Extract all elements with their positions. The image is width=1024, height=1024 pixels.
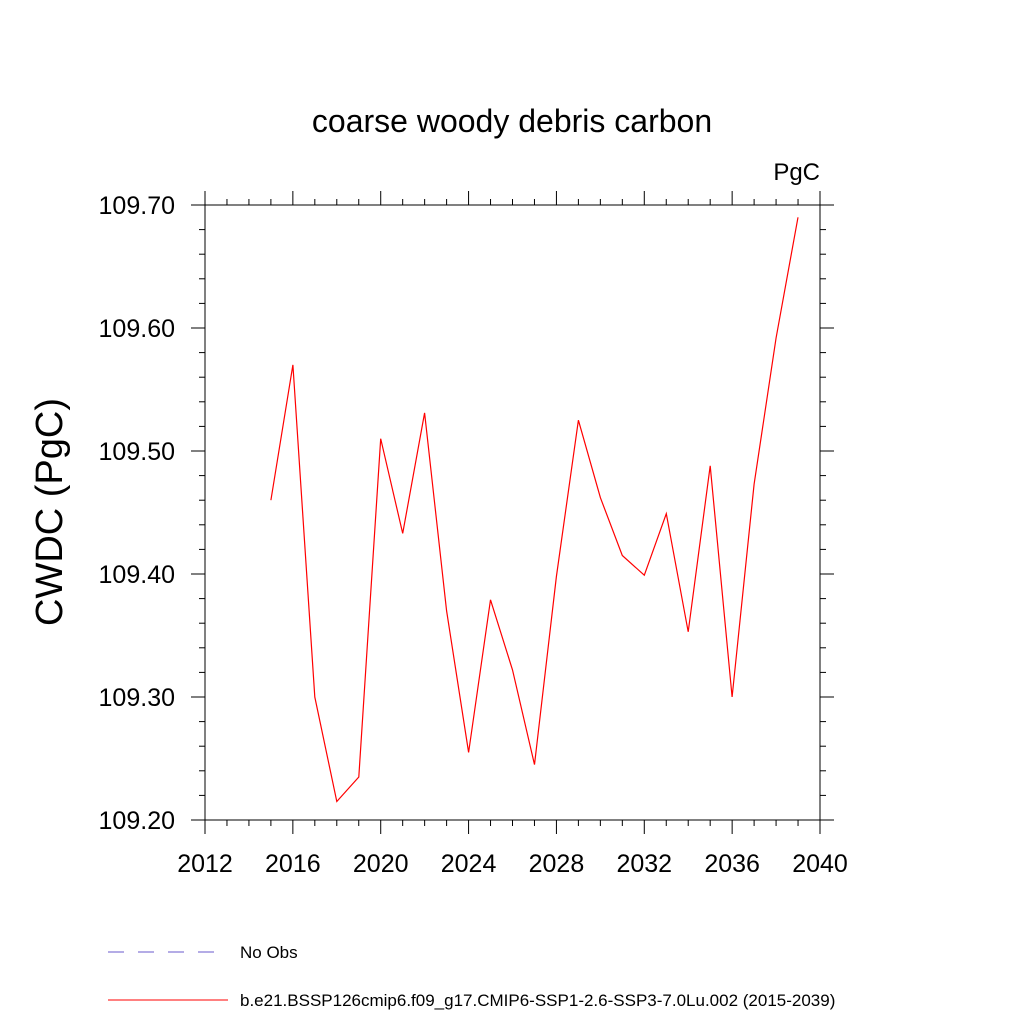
legend-label: No Obs	[240, 943, 298, 962]
y-tick-label: 109.50	[99, 438, 175, 466]
x-tick-label: 2020	[353, 850, 409, 878]
series-group	[270, 217, 799, 803]
x-tick-label: 2040	[792, 850, 848, 878]
y-tick-label: 109.60	[99, 315, 175, 343]
legend-label: b.e21.BSSP126cmip6.f09_g17.CMIP6-SSP1-2.…	[240, 991, 835, 1010]
ticks-group: 2012 2016 2020 2024 2028 2032 2036 2040 109.20 10…	[99, 191, 848, 878]
x-tick-label: 2036	[704, 850, 760, 878]
y-tick-label: 109.40	[99, 561, 175, 589]
x-tick-label: 2016	[265, 850, 321, 878]
x-tick-label: 2028	[529, 850, 585, 878]
x-tick-label: 2032	[616, 850, 672, 878]
legend: No Obs b.e21.BSSP126cmip6.f09_g17.CMIP6-S…	[108, 943, 835, 1010]
y-tick-label: 109.20	[99, 807, 175, 835]
plot-frame	[204, 204, 821, 821]
y-tick-label: 109.30	[99, 684, 175, 712]
series-line	[270, 217, 799, 803]
y-tick-label: 109.70	[99, 192, 175, 220]
x-tick-label: 2024	[441, 850, 497, 878]
units-label: PgC	[773, 159, 820, 186]
x-tick-label: 2012	[177, 850, 233, 878]
y-axis-label: CWDC (PgC)	[29, 398, 71, 626]
chart-title: coarse woody debris carbon	[312, 103, 712, 139]
